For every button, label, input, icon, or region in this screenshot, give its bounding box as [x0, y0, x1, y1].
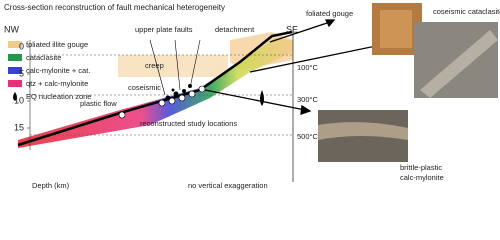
- annotation: plastic flow: [80, 99, 117, 108]
- study-locations: [118, 85, 206, 119]
- title: Cross-section reconstruction of fault me…: [4, 3, 225, 12]
- eq-zone: [165, 84, 192, 101]
- annotation: creep: [145, 61, 164, 70]
- fault-line: [17, 30, 293, 147]
- annotation: detachment: [215, 25, 255, 34]
- tick-label: 5: [19, 68, 24, 78]
- legend-label: cataclasite: [26, 53, 61, 62]
- photo-label: brittle-plastic: [400, 163, 442, 172]
- se-label: SE: [286, 24, 298, 34]
- legend: [8, 41, 22, 101]
- photo-detail: [420, 30, 498, 98]
- isotherm-label: 500°C: [297, 132, 319, 141]
- photo-detail: [380, 10, 412, 48]
- annotation: upper plate faults: [135, 25, 193, 34]
- photo-detail: [318, 122, 408, 140]
- legend-label: foliated illite gouge: [26, 40, 88, 49]
- nw-label: NW: [4, 24, 19, 34]
- depth-label: Depth (km): [32, 181, 70, 190]
- tick-label: 15: [14, 122, 24, 132]
- annotation: coseismic: [128, 83, 161, 92]
- tick-label: 10: [14, 95, 24, 105]
- photo-label: foliated gouge: [306, 9, 353, 18]
- figure: Cross-section reconstruction of fault me…: [4, 3, 500, 190]
- isotherm-label: 300°C: [297, 95, 319, 104]
- tick-label: 0: [19, 41, 24, 51]
- photo-label: coseismic cataclasite: [433, 7, 500, 16]
- creep-zone: [118, 55, 228, 77]
- legend-label: EQ nucleation zone: [26, 92, 91, 101]
- upper-plate-faults: [149, 39, 201, 96]
- isotherm-label: 100°C: [297, 63, 319, 72]
- note: no vertical exaggeration: [188, 181, 268, 190]
- eq-icon: [260, 90, 264, 106]
- fault-zone: [18, 38, 293, 148]
- legend-label: calc-mylonite + cat.: [26, 66, 90, 75]
- annotation: reconstructed study locations: [140, 119, 237, 128]
- photo-label: calc-mylonite: [400, 173, 444, 182]
- legend-label: qtz + calc-mylonite: [26, 79, 88, 88]
